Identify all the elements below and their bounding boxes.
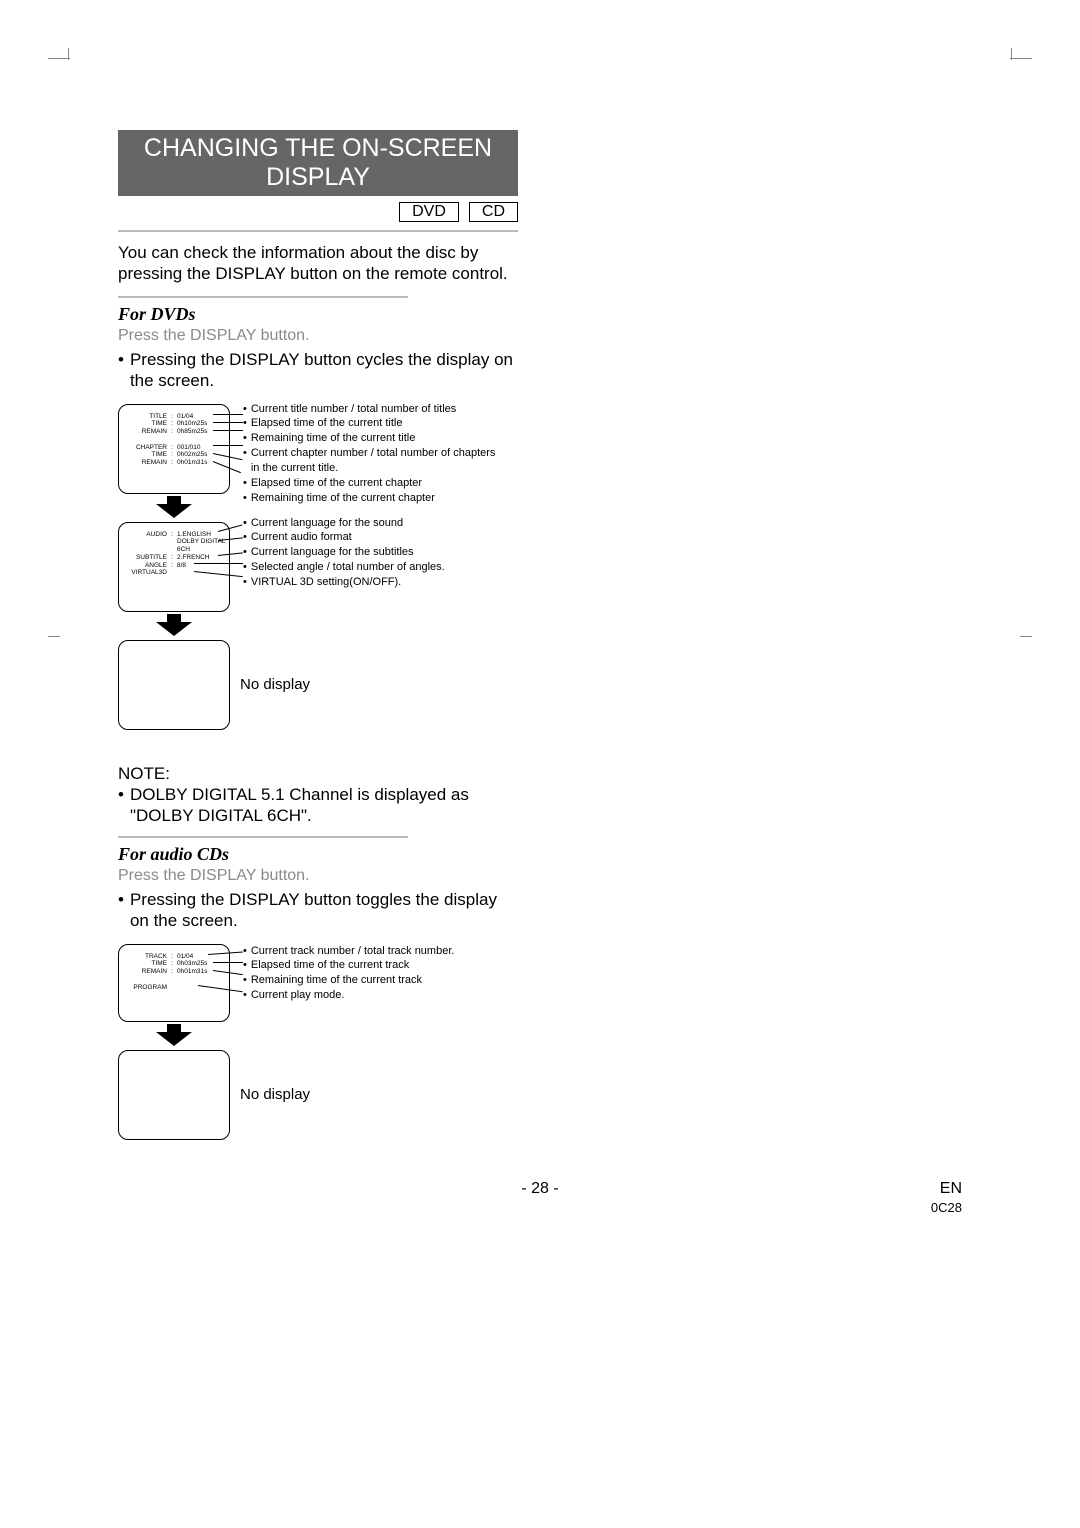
note-body: • DOLBY DIGITAL 5.1 Channel is displayed… xyxy=(118,784,518,827)
cd-bullet: • Pressing the DISPLAY button toggles th… xyxy=(118,889,518,932)
cd-screen-1: TRACK:01/04 TIME:0h03m25s REMAIN:0h01m31… xyxy=(118,944,230,1022)
crop-mark xyxy=(48,636,60,637)
bullet-dot: • xyxy=(118,889,124,932)
cd-heading: For audio CDs xyxy=(118,844,518,865)
dvd-step: Press the DISPLAY button. xyxy=(118,327,518,345)
arrow-down-icon xyxy=(156,614,192,636)
section-title: CHANGING THE ON-SCREEN DISPLAY xyxy=(118,130,518,196)
cd-annot: •Current track number / total track numb… xyxy=(243,944,503,1003)
media-badges: DVD CD xyxy=(118,202,518,222)
bullet-dot: • xyxy=(118,784,124,827)
arrow-down-icon xyxy=(156,1024,192,1046)
no-display-label: No display xyxy=(240,676,310,693)
dvd-heading: For DVDs xyxy=(118,304,518,325)
leader-line xyxy=(213,422,243,423)
divider xyxy=(118,836,408,838)
divider xyxy=(118,296,408,298)
dvd-screen-2: AUDIO:1.ENGLISH DOLBY DIGITAL 6CH SUBTIT… xyxy=(118,522,230,612)
note-text: DOLBY DIGITAL 5.1 Channel is displayed a… xyxy=(130,784,518,827)
intro-text: You can check the information about the … xyxy=(118,242,518,285)
bullet-dot: • xyxy=(118,349,124,392)
page-column: CHANGING THE ON-SCREEN DISPLAY DVD CD Yo… xyxy=(118,130,518,1150)
note-heading: NOTE: xyxy=(118,764,518,784)
cd-screen-2 xyxy=(118,1050,230,1140)
dvd-bullet: • Pressing the DISPLAY button cycles the… xyxy=(118,349,518,392)
screen-grid: TRACK:01/04 TIME:0h03m25s REMAIN:0h01m31… xyxy=(131,953,207,992)
badge-dvd: DVD xyxy=(399,202,459,222)
crop-mark xyxy=(48,58,70,59)
doc-code: 0C28 xyxy=(931,1200,962,1215)
dvd-annot-2: •Current language for the sound •Current… xyxy=(243,516,503,590)
page-footer: - 28 - EN 0C28 xyxy=(118,1180,962,1198)
page-number: - 28 - xyxy=(521,1180,558,1198)
dvd-bullet-text: Pressing the DISPLAY button cycles the d… xyxy=(130,349,518,392)
screen-grid: TITLE:01/04 TIME:0h10m25s REMAIN:0h85m25… xyxy=(131,413,207,468)
dvd-diagram: TITLE:01/04 TIME:0h10m25s REMAIN:0h85m25… xyxy=(118,398,518,738)
dvd-annot-1: •Current title number / total number of … xyxy=(243,402,503,506)
cd-bullet-text: Pressing the DISPLAY button toggles the … xyxy=(130,889,518,932)
leader-line xyxy=(213,445,243,446)
leader-line xyxy=(194,563,243,564)
crop-mark xyxy=(1020,636,1032,637)
screen-grid: AUDIO:1.ENGLISH DOLBY DIGITAL 6CH SUBTIT… xyxy=(131,531,226,578)
dvd-screen-3 xyxy=(118,640,230,730)
leader-line xyxy=(213,414,243,415)
cd-step: Press the DISPLAY button. xyxy=(118,867,518,885)
arrow-down-icon xyxy=(156,496,192,518)
title-line-2: DISPLAY xyxy=(266,163,370,191)
leader-line xyxy=(213,962,243,963)
lang-code: EN xyxy=(940,1180,962,1198)
no-display-label: No display xyxy=(240,1086,310,1103)
leader-line xyxy=(213,430,243,431)
cd-diagram: TRACK:01/04 TIME:0h03m25s REMAIN:0h01m31… xyxy=(118,938,518,1150)
title-line-1: CHANGING THE ON-SCREEN xyxy=(144,134,492,162)
crop-mark xyxy=(1010,58,1032,59)
divider xyxy=(118,230,518,232)
crop-mark xyxy=(1011,48,1012,60)
badge-cd: CD xyxy=(469,202,518,222)
crop-mark xyxy=(68,48,69,60)
dvd-screen-1: TITLE:01/04 TIME:0h10m25s REMAIN:0h85m25… xyxy=(118,404,230,494)
